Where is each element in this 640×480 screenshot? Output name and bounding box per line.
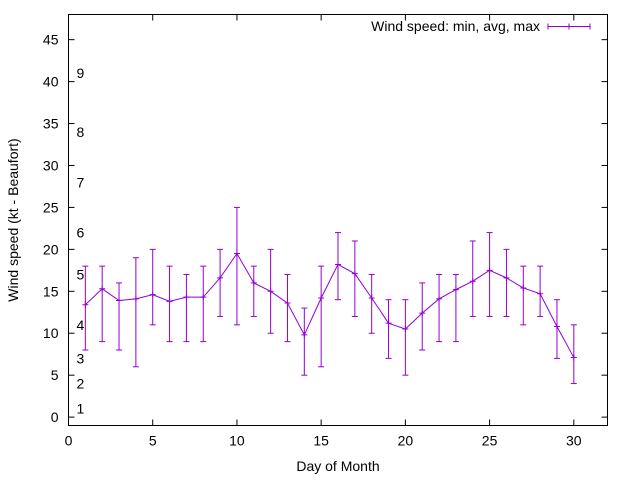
data-point [452,286,459,293]
data-point [200,294,207,301]
data-point [116,297,123,304]
legend-label: Wind speed: min, avg, max [371,18,540,34]
data-point [351,270,358,277]
data-point [553,323,560,330]
beaufort-label: 2 [77,376,85,392]
data-point [132,295,139,302]
y-tick-label: 5 [51,367,59,383]
data-point [570,354,577,361]
y-axis-label: Wind speed (kt - Beaufort) [5,138,21,301]
x-axis-label: Day of Month [296,458,379,474]
series-line [85,252,575,358]
data-point [284,300,291,307]
beaufort-label: 9 [77,65,85,81]
beaufort-label: 1 [77,401,85,417]
y-tick-label: 25 [43,199,59,215]
beaufort-label: 5 [77,267,85,283]
data-point [318,295,325,302]
data-point [233,250,240,257]
data-point [503,274,510,281]
data-point [436,295,443,302]
data-point [82,301,89,308]
legend: Wind speed: min, avg, max [371,18,591,34]
y-tick-label: 20 [43,241,59,257]
data-point [301,331,308,338]
data-point [166,298,173,305]
data-point [183,294,190,301]
beaufort-label: 4 [77,317,85,333]
data-point [537,290,544,297]
x-tick-label: 10 [229,433,245,449]
data-point [486,267,493,274]
y-tick-label: 45 [43,32,59,48]
data-point [217,274,224,281]
beaufort-label: 7 [77,174,85,190]
y-tick-label: 35 [43,116,59,132]
data-point [335,261,341,268]
x-tick-label: 25 [482,433,498,449]
y-tick-label: 15 [43,283,59,299]
beaufort-label: 3 [77,350,85,366]
plot-frame [68,14,608,426]
data-point [419,310,426,317]
beaufort-label: 8 [77,124,85,140]
data-point [250,279,257,286]
y-tick-label: 10 [43,325,59,341]
data-point [99,285,106,292]
x-tick-label: 20 [398,433,414,449]
y-tick-label: 0 [51,409,59,425]
data-point [368,295,375,302]
y-tick-label: 40 [43,74,59,90]
legend-sample [547,23,591,30]
data-point [520,284,527,291]
x-tick-label: 30 [566,433,582,449]
data-point [402,326,409,333]
beaufort-label: 6 [77,225,85,241]
data-point [267,288,274,295]
data-point [149,291,156,298]
y-tick-label: 30 [43,157,59,173]
x-tick-label: 5 [149,433,157,449]
data-point [469,278,476,285]
x-tick-label: 0 [65,433,73,449]
x-tick-label: 15 [313,433,329,449]
data-point [385,320,392,327]
